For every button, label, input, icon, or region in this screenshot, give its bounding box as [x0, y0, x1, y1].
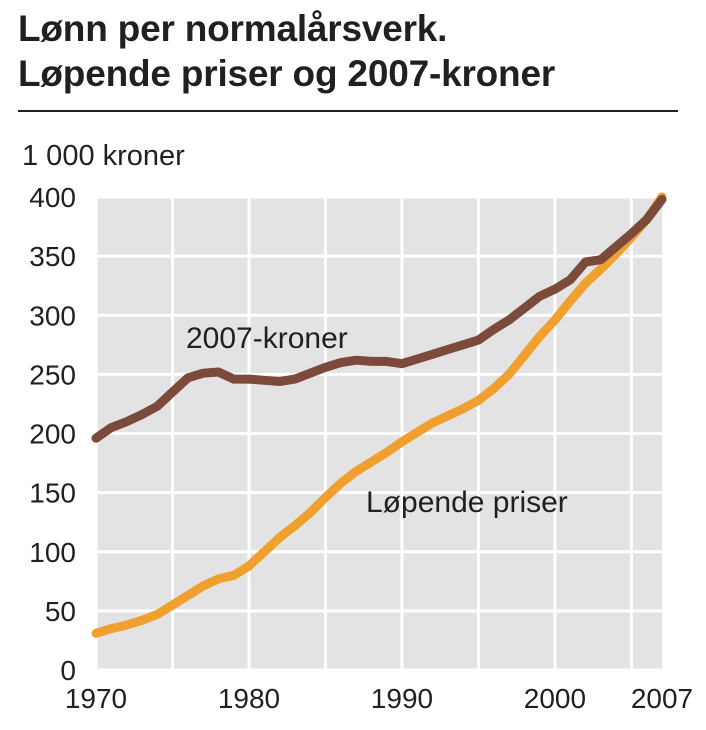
y-tick-label: 0 — [60, 655, 76, 686]
title-line-1: Lønn per normalårsverk. — [18, 8, 448, 49]
y-axis-ticks: 0 50 100 150 200 250 300 350 400 — [29, 182, 76, 686]
x-tick-label: 1980 — [218, 683, 280, 714]
x-axis-ticks: 1970 1980 1990 2000 2007 — [65, 683, 693, 714]
y-tick-label: 250 — [29, 359, 76, 390]
annotation-kroner-2007: 2007-kroner — [186, 322, 348, 355]
chart-title: Lønn per normalårsverk. Løpende priser o… — [18, 6, 698, 96]
y-tick-label: 50 — [45, 596, 76, 627]
y-tick-label: 350 — [29, 241, 76, 272]
series-lines — [91, 192, 667, 638]
series-annotations: 2007-kroner Løpende priser — [186, 322, 568, 519]
x-tick-label: 1990 — [371, 683, 433, 714]
title-line-2: Løpende priser og 2007-kroner — [18, 53, 556, 94]
y-tick-label: 300 — [29, 300, 76, 331]
x-tick-label: 2007 — [631, 683, 693, 714]
title-divider — [18, 110, 678, 112]
series-line-lopende-priser — [91, 192, 667, 638]
y-tick-label: 150 — [29, 478, 76, 509]
series-line-kroner-2007 — [91, 194, 667, 443]
annotation-lopende-priser: Løpende priser — [366, 486, 568, 519]
y-tick-label: 100 — [29, 537, 76, 568]
x-tick-label: 2000 — [524, 683, 586, 714]
y-tick-label: 400 — [29, 182, 76, 213]
y-tick-label: 200 — [29, 419, 76, 450]
y-axis-unit-label: 1 000 kroner — [22, 140, 185, 172]
x-tick-label: 1970 — [65, 683, 127, 714]
